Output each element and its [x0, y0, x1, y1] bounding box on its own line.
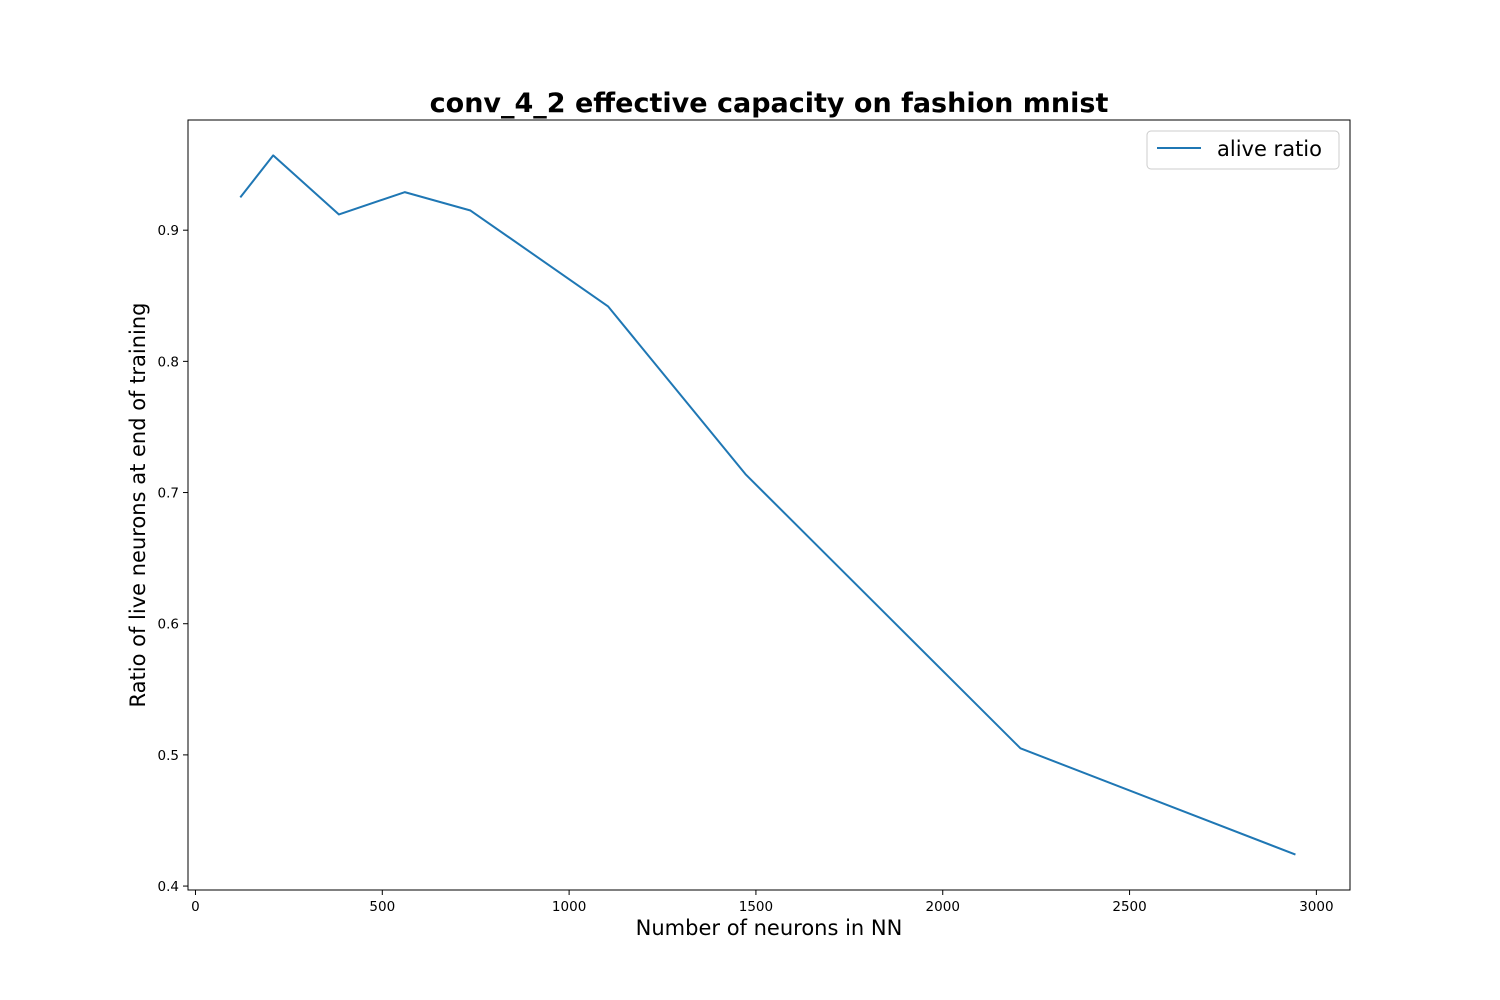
legend-label-alive-ratio: alive ratio: [1217, 137, 1322, 161]
y-axis: 0.4 0.5 0.6 0.7 0.8 0.9: [158, 223, 188, 895]
series-layer: [239, 154, 1296, 856]
x-tick-label: 2000: [926, 899, 960, 915]
y-tick-label: 0.7: [158, 486, 179, 502]
legend-box: [1146, 130, 1340, 170]
x-axis-label: Number of neurons in NN: [636, 916, 903, 940]
x-axis: 0 500 1000 1500 2000 2500 3000: [191, 890, 1334, 915]
data-point: [272, 154, 274, 156]
plot-area: [187, 119, 1351, 891]
x-tick-label: 1000: [552, 899, 586, 915]
x-tick-label: 1500: [739, 899, 773, 915]
data-point: [404, 191, 406, 193]
data-point: [239, 196, 241, 198]
x-tick-label: 0: [191, 899, 200, 915]
x-tick-label: 2500: [1112, 899, 1146, 915]
series-line-alive-ratio: [239, 154, 1296, 856]
data-point: [338, 213, 340, 215]
x-tick-label: 3000: [1299, 899, 1333, 915]
y-tick-label: 0.5: [158, 748, 179, 764]
data-point: [1294, 854, 1296, 856]
y-tick-label: 0.8: [158, 354, 179, 370]
y-tick-label: 0.6: [158, 617, 179, 633]
legend: alive ratio: [1146, 130, 1340, 170]
data-point: [1019, 747, 1021, 749]
y-tick-label: 0.9: [158, 223, 179, 239]
data-point: [744, 473, 746, 475]
y-axis-label: Ratio of live neurons at end of training: [126, 303, 150, 708]
chart-title: conv_4_2 effective capacity on fashion m…: [430, 88, 1109, 119]
plot-border: [187, 119, 1351, 891]
data-point: [607, 305, 609, 307]
x-tick-label: 500: [369, 899, 395, 915]
y-tick-label: 0.4: [158, 879, 179, 895]
data-point: [469, 210, 471, 212]
